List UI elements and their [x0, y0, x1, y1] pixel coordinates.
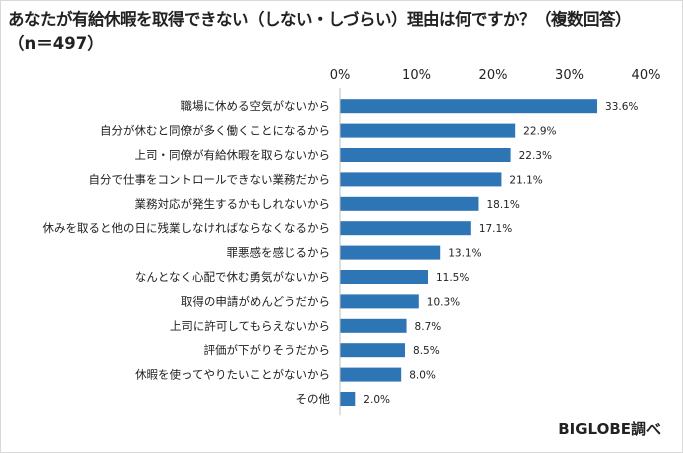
bar: [340, 318, 407, 333]
category-label: 業務対応が発生するかもしれないから: [135, 197, 331, 211]
value-label: 22.9%: [523, 126, 556, 138]
x-tick-label: 30%: [555, 68, 584, 83]
value-label: 18.1%: [486, 199, 519, 211]
category-label: 休暇を使ってやりたいことがないから: [135, 368, 330, 382]
category-label: その他: [296, 392, 331, 406]
category-label: なんとなく心配で休む勇気がないから: [135, 270, 330, 284]
value-label: 8.0%: [409, 370, 436, 382]
chart-title: あなたが有給休暇を取得できない（しない・しづらい）理由は何ですか？（複数回答）: [8, 10, 632, 29]
category-label: 罪悪感を感じるから: [227, 246, 331, 260]
value-label: 2.0%: [363, 394, 390, 406]
x-tick-label: 10%: [402, 68, 431, 83]
bar: [340, 343, 406, 358]
value-label: 33.6%: [605, 101, 638, 113]
category-label: 取得の申請がめんどうだから: [181, 294, 330, 308]
source-credit: BIGLOBE調べ: [558, 420, 661, 438]
value-label: 8.5%: [413, 345, 440, 357]
x-tick-label: 0%: [330, 68, 351, 83]
category-label: 職場に休める空気がないから: [181, 99, 331, 113]
bar: [340, 270, 428, 284]
category-label: 自分で仕事をコントロールできない業務だから: [89, 172, 331, 186]
bar: [340, 294, 419, 309]
category-label: 休みを取ると他の日に残業しなければならなくなるから: [43, 221, 331, 235]
category-label: 評価が下がりそうだから: [204, 343, 331, 357]
value-label: 17.1%: [479, 223, 512, 235]
category-label: 自分が休むと同僚が多く働くことになるから: [100, 124, 330, 138]
value-label: 11.5%: [436, 272, 469, 284]
bar: [340, 221, 471, 236]
value-label: 22.3%: [519, 150, 552, 162]
category-label: 上司・同僚が有給休暇を取らないから: [135, 148, 331, 162]
chart-sample-size: （n＝497）: [8, 34, 104, 53]
value-label: 8.7%: [415, 321, 442, 333]
bar: [340, 245, 441, 260]
category-label: 上司に許可してもらえないから: [170, 319, 330, 333]
bar: [340, 172, 502, 187]
bar: [340, 123, 516, 138]
value-label: 13.1%: [448, 248, 481, 260]
value-label: 10.3%: [427, 296, 460, 308]
bar: [340, 99, 598, 114]
x-tick-label: 40%: [632, 68, 661, 83]
bar: [340, 392, 356, 406]
bar: [340, 196, 479, 211]
bar: [340, 148, 511, 162]
bar: [340, 367, 402, 382]
value-label: 21.1%: [509, 174, 542, 186]
x-tick-label: 20%: [479, 68, 508, 83]
